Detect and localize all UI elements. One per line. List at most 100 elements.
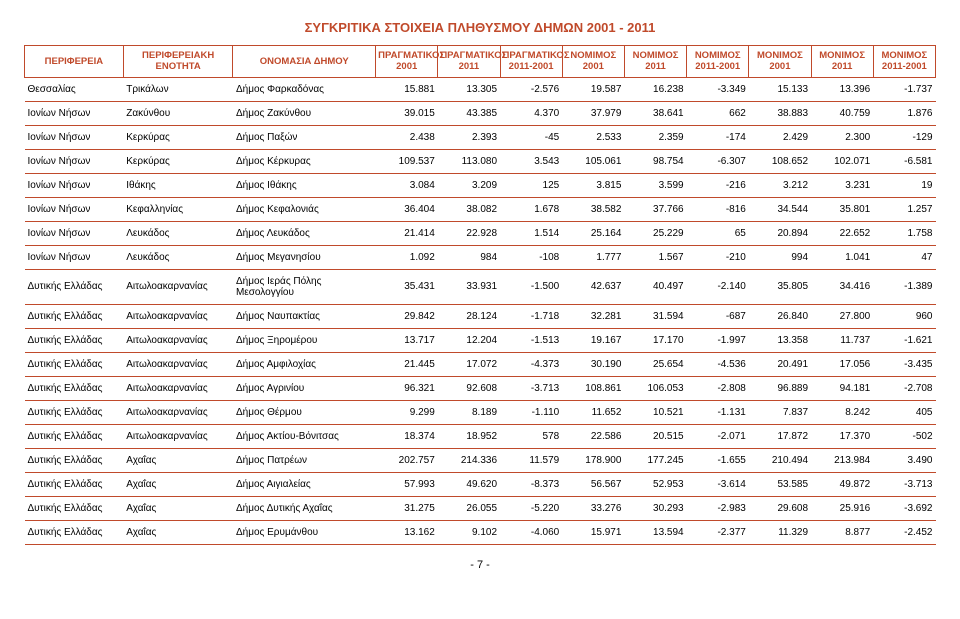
number-cell: -45 bbox=[500, 125, 562, 149]
text-cell: Κερκύρας bbox=[123, 149, 233, 173]
number-cell: 4.370 bbox=[500, 101, 562, 125]
text-cell: Δήμος Πατρέων bbox=[233, 448, 376, 472]
number-cell: 42.637 bbox=[562, 269, 624, 304]
number-cell: -2.140 bbox=[687, 269, 749, 304]
text-cell: Ιονίων Νήσων bbox=[25, 101, 124, 125]
number-cell: 38.883 bbox=[749, 101, 811, 125]
number-cell: 65 bbox=[687, 221, 749, 245]
text-cell: Δυτικής Ελλάδας bbox=[25, 520, 124, 544]
number-cell: -3.713 bbox=[500, 376, 562, 400]
number-cell: -2.708 bbox=[873, 376, 935, 400]
number-cell: 1.777 bbox=[562, 245, 624, 269]
number-cell: 125 bbox=[500, 173, 562, 197]
number-cell: 8.189 bbox=[438, 400, 500, 424]
text-cell: Δήμος Κέρκυρας bbox=[233, 149, 376, 173]
number-cell: 56.567 bbox=[562, 472, 624, 496]
text-cell: Λευκάδος bbox=[123, 245, 233, 269]
number-cell: -1.718 bbox=[500, 304, 562, 328]
number-cell: 7.837 bbox=[749, 400, 811, 424]
number-cell: 3.543 bbox=[500, 149, 562, 173]
number-cell: -108 bbox=[500, 245, 562, 269]
table-header: ΠΕΡΙΦΕΡΕΙΑΠΕΡΙΦΕΡΕΙΑΚΗ ΕΝΟΤΗΤΑΟΝΟΜΑΣΙΑ Δ… bbox=[25, 46, 936, 78]
number-cell: 15.881 bbox=[376, 77, 438, 101]
number-cell: 33.931 bbox=[438, 269, 500, 304]
table-row: Ιονίων ΝήσωνΚερκύραςΔήμος Παξών2.4382.39… bbox=[25, 125, 936, 149]
number-cell: 21.445 bbox=[376, 352, 438, 376]
text-cell: Αχαΐας bbox=[123, 472, 233, 496]
number-cell: -2.452 bbox=[873, 520, 935, 544]
number-cell: -1.500 bbox=[500, 269, 562, 304]
number-cell: 94.181 bbox=[811, 376, 873, 400]
population-table: ΠΕΡΙΦΕΡΕΙΑΠΕΡΙΦΕΡΕΙΑΚΗ ΕΝΟΤΗΤΑΟΝΟΜΑΣΙΑ Δ… bbox=[24, 45, 936, 545]
number-cell: -4.060 bbox=[500, 520, 562, 544]
number-cell: 38.082 bbox=[438, 197, 500, 221]
number-cell: -1.131 bbox=[687, 400, 749, 424]
number-cell: -2.808 bbox=[687, 376, 749, 400]
text-cell: Αχαΐας bbox=[123, 448, 233, 472]
text-cell: Τρικάλων bbox=[123, 77, 233, 101]
number-cell: 1.758 bbox=[873, 221, 935, 245]
number-cell: 52.953 bbox=[624, 472, 686, 496]
number-cell: 106.053 bbox=[624, 376, 686, 400]
number-cell: 1.257 bbox=[873, 197, 935, 221]
text-cell: Αιτωλοακαρνανίας bbox=[123, 400, 233, 424]
col-header: ΠΡΑΓΜΑΤΙΚΟΣ 2001 bbox=[376, 46, 438, 78]
number-cell: 20.515 bbox=[624, 424, 686, 448]
text-cell: Ιονίων Νήσων bbox=[25, 149, 124, 173]
number-cell: 32.281 bbox=[562, 304, 624, 328]
number-cell: -1.737 bbox=[873, 77, 935, 101]
number-cell: -2.377 bbox=[687, 520, 749, 544]
number-cell: 17.170 bbox=[624, 328, 686, 352]
number-cell: 13.305 bbox=[438, 77, 500, 101]
number-cell: 3.815 bbox=[562, 173, 624, 197]
number-cell: 17.072 bbox=[438, 352, 500, 376]
number-cell: 19.167 bbox=[562, 328, 624, 352]
text-cell: Δήμος Μεγανησίου bbox=[233, 245, 376, 269]
table-row: Δυτικής ΕλλάδαςΑχαΐαςΔήμος Πατρέων202.75… bbox=[25, 448, 936, 472]
text-cell: Ιονίων Νήσων bbox=[25, 125, 124, 149]
col-header: ΜΟΝΙΜΟΣ 2011-2001 bbox=[873, 46, 935, 78]
number-cell: 22.586 bbox=[562, 424, 624, 448]
text-cell: Ιονίων Νήσων bbox=[25, 173, 124, 197]
number-cell: 8.242 bbox=[811, 400, 873, 424]
number-cell: -3.713 bbox=[873, 472, 935, 496]
number-cell: 21.414 bbox=[376, 221, 438, 245]
text-cell: Δυτικής Ελλάδας bbox=[25, 472, 124, 496]
text-cell: Δυτικής Ελλάδας bbox=[25, 328, 124, 352]
number-cell: 43.385 bbox=[438, 101, 500, 125]
number-cell: -1.389 bbox=[873, 269, 935, 304]
text-cell: Αιτωλοακαρνανίας bbox=[123, 352, 233, 376]
text-cell: Δήμος Ιθάκης bbox=[233, 173, 376, 197]
number-cell: 202.757 bbox=[376, 448, 438, 472]
number-cell: 40.497 bbox=[624, 269, 686, 304]
number-cell: 29.608 bbox=[749, 496, 811, 520]
number-cell: 34.544 bbox=[749, 197, 811, 221]
number-cell: -1.513 bbox=[500, 328, 562, 352]
number-cell: 35.801 bbox=[811, 197, 873, 221]
number-cell: -216 bbox=[687, 173, 749, 197]
number-cell: 49.872 bbox=[811, 472, 873, 496]
text-cell: Δυτικής Ελλάδας bbox=[25, 304, 124, 328]
number-cell: -1.621 bbox=[873, 328, 935, 352]
number-cell: 25.164 bbox=[562, 221, 624, 245]
number-cell: 13.162 bbox=[376, 520, 438, 544]
number-cell: 98.754 bbox=[624, 149, 686, 173]
number-cell: 92.608 bbox=[438, 376, 500, 400]
number-cell: -1.997 bbox=[687, 328, 749, 352]
col-header: ΜΟΝΙΜΟΣ 2011 bbox=[811, 46, 873, 78]
table-row: Ιονίων ΝήσωνΚερκύραςΔήμος Κέρκυρας109.53… bbox=[25, 149, 936, 173]
number-cell: 53.585 bbox=[749, 472, 811, 496]
number-cell: 3.599 bbox=[624, 173, 686, 197]
number-cell: -687 bbox=[687, 304, 749, 328]
table-row: Δυτικής ΕλλάδαςΑιτωλοακαρνανίαςΔήμος Θέρ… bbox=[25, 400, 936, 424]
text-cell: Δυτικής Ελλάδας bbox=[25, 400, 124, 424]
number-cell: 36.404 bbox=[376, 197, 438, 221]
number-cell: 20.894 bbox=[749, 221, 811, 245]
number-cell: 19 bbox=[873, 173, 935, 197]
number-cell: 210.494 bbox=[749, 448, 811, 472]
number-cell: 1.041 bbox=[811, 245, 873, 269]
number-cell: 38.641 bbox=[624, 101, 686, 125]
number-cell: 11.329 bbox=[749, 520, 811, 544]
col-header: ΠΕΡΙΦΕΡΕΙΑ bbox=[25, 46, 124, 78]
text-cell: Δήμος Θέρμου bbox=[233, 400, 376, 424]
